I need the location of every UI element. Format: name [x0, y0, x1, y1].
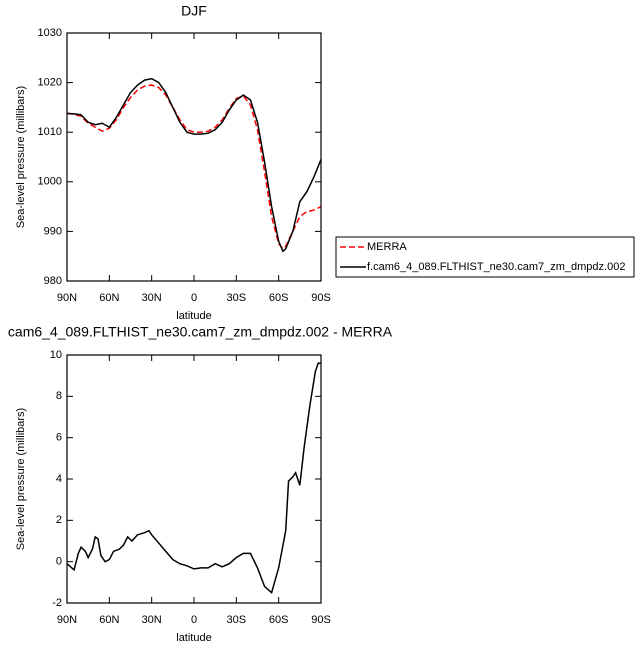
data-line [66, 84, 322, 250]
x-tick-label: 90N [57, 292, 77, 304]
x-tick-label: 90N [57, 614, 77, 626]
x-tick-label: 90S [311, 292, 331, 304]
y-tick-label: 2 [56, 514, 62, 526]
plot-frame [66, 32, 322, 282]
y-tick-label: 1010 [38, 126, 62, 138]
legend-box [335, 236, 635, 278]
chart-title: cam6_4_089.FLTHIST_ne30.cam7_zm_dmpdz.00… [8, 324, 393, 340]
x-axis-label: latitude [176, 632, 211, 644]
y-tick-label: 10 [50, 349, 62, 361]
x-tick-label: 60N [99, 614, 119, 626]
y-tick-label: 4 [56, 473, 62, 485]
plot-frame [66, 354, 322, 604]
y-tick-label: 980 [44, 275, 62, 287]
data-line [66, 77, 322, 253]
x-tick-label: 0 [191, 292, 197, 304]
data-line [66, 362, 321, 595]
y-tick-label: 6 [56, 432, 62, 444]
x-tick-label: 30S [227, 292, 247, 304]
x-tick-label: 60S [269, 614, 289, 626]
y-tick-label: 1020 [38, 77, 62, 89]
legend-label: MERRA [367, 241, 407, 253]
x-tick-label: 30N [142, 292, 162, 304]
x-axis-label: latitude [176, 310, 211, 322]
y-tick-label: 8 [56, 390, 62, 402]
y-tick-label: -2 [52, 597, 62, 609]
x-tick-label: 30N [142, 614, 162, 626]
x-tick-label: 60S [269, 292, 289, 304]
legend-label: f.cam6_4_089.FLTHIST_ne30.cam7_zm_dmpdz.… [367, 261, 625, 273]
y-axis-label: Sea-level pressure (millibars) [15, 408, 27, 550]
y-tick-label: 0 [56, 556, 62, 568]
x-tick-label: 30S [227, 614, 247, 626]
x-tick-label: 60N [99, 292, 119, 304]
x-tick-label: 90S [311, 614, 331, 626]
y-tick-label: 1000 [38, 176, 62, 188]
chart-title: DJF [181, 3, 207, 19]
y-tick-label: 1030 [38, 27, 62, 39]
x-tick-label: 0 [191, 614, 197, 626]
y-axis-label: Sea-level pressure (millibars) [15, 86, 27, 228]
y-tick-label: 990 [44, 225, 62, 237]
